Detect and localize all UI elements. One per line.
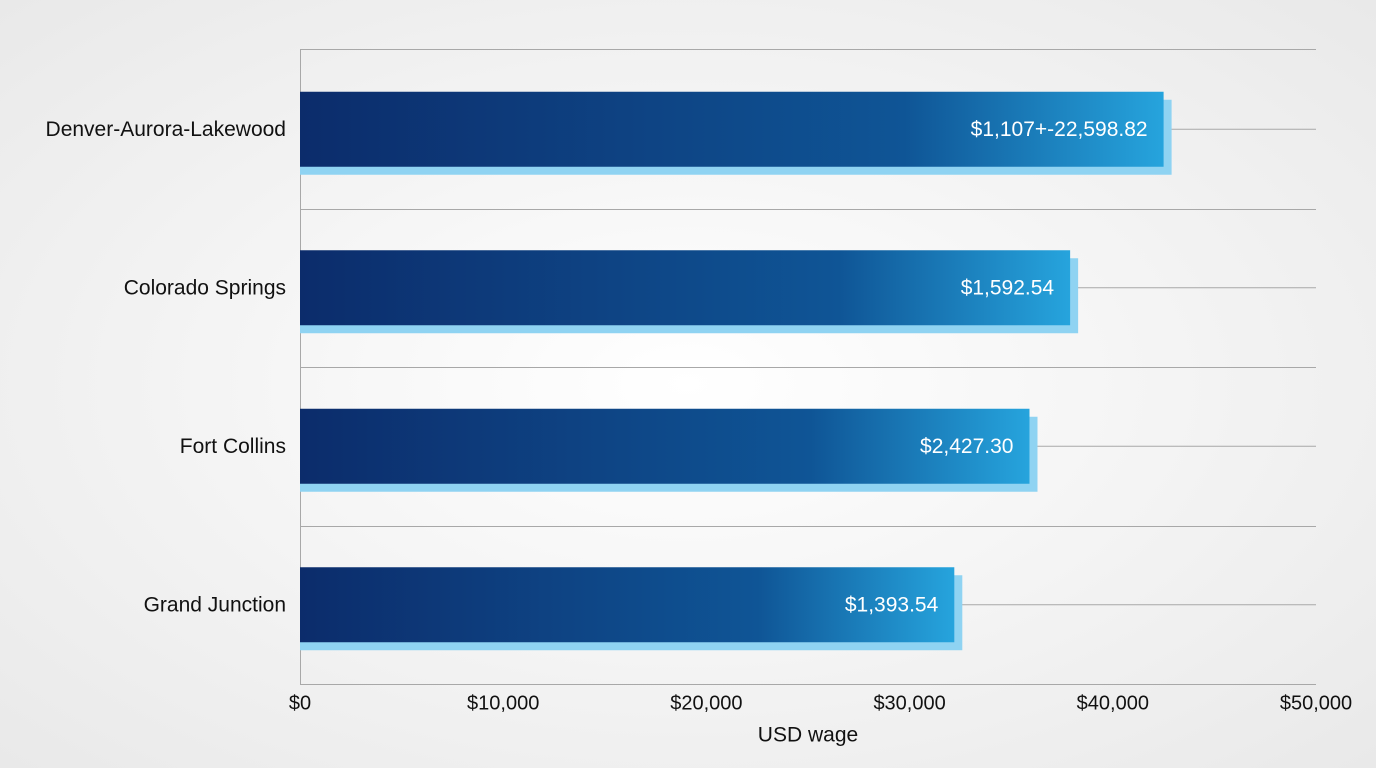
bar-annotation: $1,592.54 — [961, 276, 1055, 299]
bar-annotation: $1,107+-22,598.82 — [971, 118, 1148, 141]
x-tick-label: $0 — [289, 692, 311, 714]
x-tick-label: $50,000 — [1280, 692, 1352, 714]
x-tick-label: $20,000 — [670, 692, 742, 714]
y-tick-label: Denver-Aurora-Lakewood — [46, 118, 286, 141]
y-tick-label: Grand Junction — [144, 593, 286, 616]
bar-annotation: $1,393.54 — [845, 593, 939, 616]
y-tick-label: Colorado Springs — [124, 276, 286, 299]
bar — [300, 91, 1164, 167]
x-tick-label: $40,000 — [1077, 692, 1149, 714]
x-tick-label: $30,000 — [873, 692, 945, 714]
x-tick-label: $10,000 — [467, 692, 539, 714]
bar — [300, 250, 1071, 326]
bar — [300, 567, 955, 643]
x-axis-title: USD wage — [758, 724, 858, 747]
bar — [300, 408, 1030, 484]
y-tick-label: Fort Collins — [180, 435, 286, 458]
bar-annotation: $2,427.30 — [920, 435, 1013, 458]
